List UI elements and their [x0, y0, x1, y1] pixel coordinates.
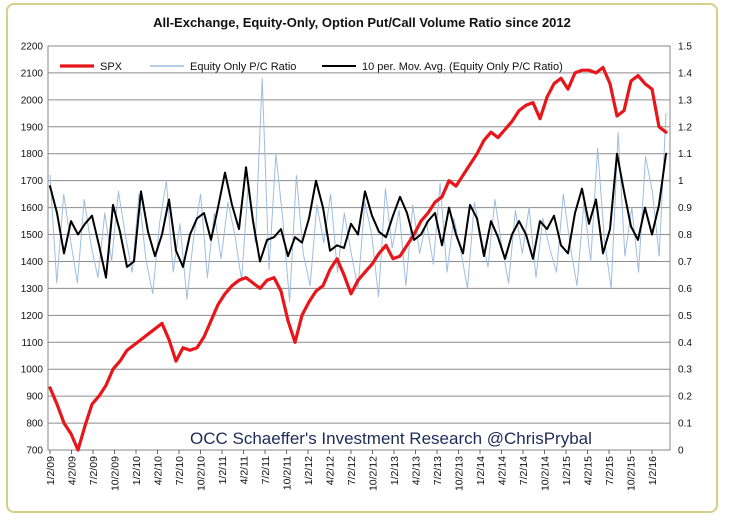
x-tick-label: 10/2/15: [626, 456, 638, 491]
y-right-tick-label: 0: [678, 446, 684, 457]
y-left-tick-label: 1300: [21, 284, 44, 295]
x-tick-label: 4/2/09: [67, 456, 79, 485]
y-left-tick-label: 2200: [21, 42, 44, 53]
y-right-tick-label: 1.3: [678, 95, 692, 106]
plot-border: [47, 45, 671, 451]
legend-item-spx: SPX: [60, 61, 123, 73]
x-tick-label: 1/2/13: [389, 456, 401, 485]
y-left-tick-label: 700: [26, 446, 43, 457]
axes: 700 800 900 1000 1100 1200 1300 1400 1500 1600 170…: [21, 42, 693, 492]
x-tick-label: 10/2/12: [368, 456, 380, 491]
y-right-tick-label: 0.2: [678, 392, 692, 403]
y-right-tick-label: 1.2: [678, 122, 692, 133]
x-tick-label: 7/2/15: [604, 456, 616, 485]
series-line-moving-average: [49, 152, 667, 279]
x-tick-label: 1/2/15: [561, 456, 573, 485]
x-tick-label: 4/2/12: [325, 456, 337, 485]
chart-annotation: OCC Schaeffer's Investment Research @Chr…: [190, 429, 592, 448]
y-left-tick-label: 1200: [21, 311, 44, 322]
y-left-tick-label: 2100: [21, 68, 44, 79]
y-left-tick-label: 1400: [21, 257, 44, 268]
y-right-tick-label: 0.5: [678, 311, 692, 322]
x-tick-label: 1/2/14: [475, 456, 487, 485]
plot-area: [47, 45, 671, 451]
series-layer: [48, 65, 668, 452]
x-tick-label: 10/2/10: [196, 456, 208, 491]
y-left-tick-label: 1000: [21, 365, 44, 376]
x-tick-label: 1/2/11: [217, 456, 229, 485]
x-tick-label: 1/2/12: [303, 456, 315, 485]
series-line-pc-ratio: [49, 77, 667, 303]
x-tick-label: 7/2/12: [346, 456, 358, 485]
x-tick-label: 4/2/15: [583, 456, 595, 485]
x-tick-label: 4/2/10: [153, 456, 165, 485]
legend-label: Equity Only P/C Ratio: [190, 61, 296, 73]
y-right-tick-label: 0.3: [678, 365, 692, 376]
legend-item-moving-average: 10 per. Mov. Avg. (Equity Only P/C Ratio…: [322, 61, 563, 73]
y-right-tick-label: 0.9: [678, 203, 692, 214]
x-tick-label: 1/2/09: [45, 456, 57, 485]
y-right-tick-label: 0.6: [678, 284, 692, 295]
y-right-tick-label: 0.4: [678, 338, 692, 349]
y-left-tick-label: 1800: [21, 149, 44, 160]
y-left-tick-label: 1900: [21, 122, 44, 133]
y-left-tick-label: 900: [26, 392, 43, 403]
chart-title: All-Exchange, Equity-Only, Option Put/Ca…: [153, 15, 571, 30]
x-tick-label: 10/2/14: [540, 456, 552, 491]
y-right-tick-label: 1: [678, 176, 684, 187]
y-left-tick-label: 1100: [21, 338, 43, 349]
y-left-tick-label: 1600: [21, 203, 44, 214]
legend-label: SPX: [100, 61, 123, 73]
y-left-tick-label: 2000: [21, 95, 44, 106]
y-right-tick-label: 0.7: [678, 257, 692, 268]
x-tick-label: 7/2/14: [518, 456, 530, 485]
legend: SPX Equity Only P/C Ratio 10 per. Mov. Avg…: [60, 61, 563, 73]
y-right-tick-label: 1.1: [678, 149, 692, 160]
x-tick-label: 7/2/11: [260, 456, 272, 485]
y-right-tick-label: 0.1: [678, 419, 692, 430]
x-tick-label: 7/2/13: [432, 456, 444, 485]
legend-item-pc-ratio: Equity Only P/C Ratio: [150, 61, 296, 73]
x-tick-label: 1/2/10: [131, 456, 143, 485]
x-tick-label: 4/2/14: [497, 456, 509, 485]
y-left-tick-label: 800: [26, 419, 43, 430]
x-tick-label: 10/2/13: [454, 456, 466, 491]
x-tick-label: 7/2/09: [88, 456, 100, 485]
x-tick-label: 7/2/10: [174, 456, 186, 485]
y-left-tick-label: 1500: [21, 230, 44, 241]
y-right-tick-label: 0.8: [678, 230, 692, 241]
x-tick-label: 1/2/16: [647, 456, 659, 485]
y-left-tick-label: 1700: [21, 176, 44, 187]
series-line-spx: [48, 65, 668, 452]
x-tick-label: 10/2/09: [110, 456, 122, 491]
x-tick-label: 4/2/13: [411, 456, 423, 485]
y-right-tick-label: 1.5: [678, 42, 692, 53]
x-tick-label: 4/2/11: [239, 456, 251, 485]
y-right-tick-label: 1.4: [678, 68, 692, 79]
legend-label: 10 per. Mov. Avg. (Equity Only P/C Ratio…: [362, 61, 563, 73]
x-tick-label: 10/2/11: [282, 456, 294, 490]
